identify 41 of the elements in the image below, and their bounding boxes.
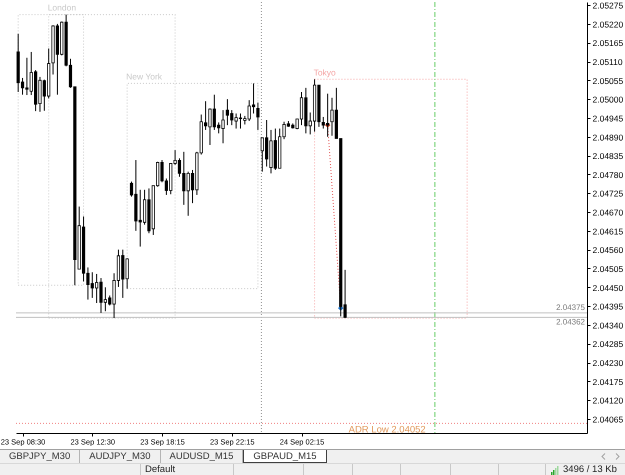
candlestick bbox=[300, 91, 304, 126]
y-tick-label: 2.04615 bbox=[592, 226, 624, 236]
y-tick-label: 2.04835 bbox=[592, 151, 624, 162]
y-tick-label: 2.04340 bbox=[592, 320, 624, 330]
y-tick-label: 2.05220 bbox=[592, 19, 624, 30]
y-tick-label: 2.04780 bbox=[592, 170, 624, 180]
y-tick-label: 2.04230 bbox=[592, 358, 624, 368]
y-tick-label: 2.04175 bbox=[592, 376, 624, 387]
candlestick bbox=[238, 113, 242, 130]
y-tick-label: 2.04065 bbox=[592, 414, 624, 424]
candlestick bbox=[221, 110, 225, 144]
y-tick-label: 2.05055 bbox=[592, 76, 624, 86]
candlestick bbox=[230, 110, 234, 126]
candlestick bbox=[256, 102, 260, 130]
status-bar: Default 3496 / 13 Kb bbox=[0, 463, 625, 475]
candlestick bbox=[90, 272, 94, 298]
ref-line-label: ADR Low 2.04052 bbox=[348, 424, 426, 436]
y-tick-label: 2.04890 bbox=[592, 132, 624, 142]
candlestick bbox=[330, 97, 334, 136]
y-tick-label: 2.04285 bbox=[592, 339, 624, 350]
y-tick-label: 2.04560 bbox=[592, 245, 624, 256]
tab-bar: GBPJPY_M30 AUDJPY_M30 AUDUSD_M15 GBPAUD_M15 bbox=[0, 449, 625, 463]
y-tick-label: 2.04120 bbox=[592, 396, 624, 406]
y-tick-label: 2.04725 bbox=[592, 188, 624, 199]
y-tick-label: 2.04945 bbox=[592, 113, 624, 124]
legend-label: Tokyo bbox=[314, 67, 336, 78]
y-tick-label: 2.04670 bbox=[592, 208, 624, 218]
candlestick bbox=[138, 189, 142, 248]
ref-line-label: 2.04375 bbox=[556, 302, 586, 312]
candlestick bbox=[121, 249, 124, 298]
y-tick-label: 2.04395 bbox=[592, 302, 624, 312]
y-tick-label: 2.04450 bbox=[592, 282, 624, 293]
y-tick-label: 2.05000 bbox=[592, 94, 624, 105]
y-tick-label: 2.05110 bbox=[592, 57, 623, 68]
y-tick-label: 2.05275 bbox=[592, 0, 624, 11]
ref-line-label: 2.04362 bbox=[556, 317, 586, 326]
candlestick bbox=[260, 137, 264, 172]
y-tick-label: 2.04505 bbox=[592, 264, 624, 274]
y-tick-label: 2.05165 bbox=[592, 38, 624, 48]
candlestick bbox=[99, 278, 103, 314]
candlestick bbox=[208, 108, 212, 146]
